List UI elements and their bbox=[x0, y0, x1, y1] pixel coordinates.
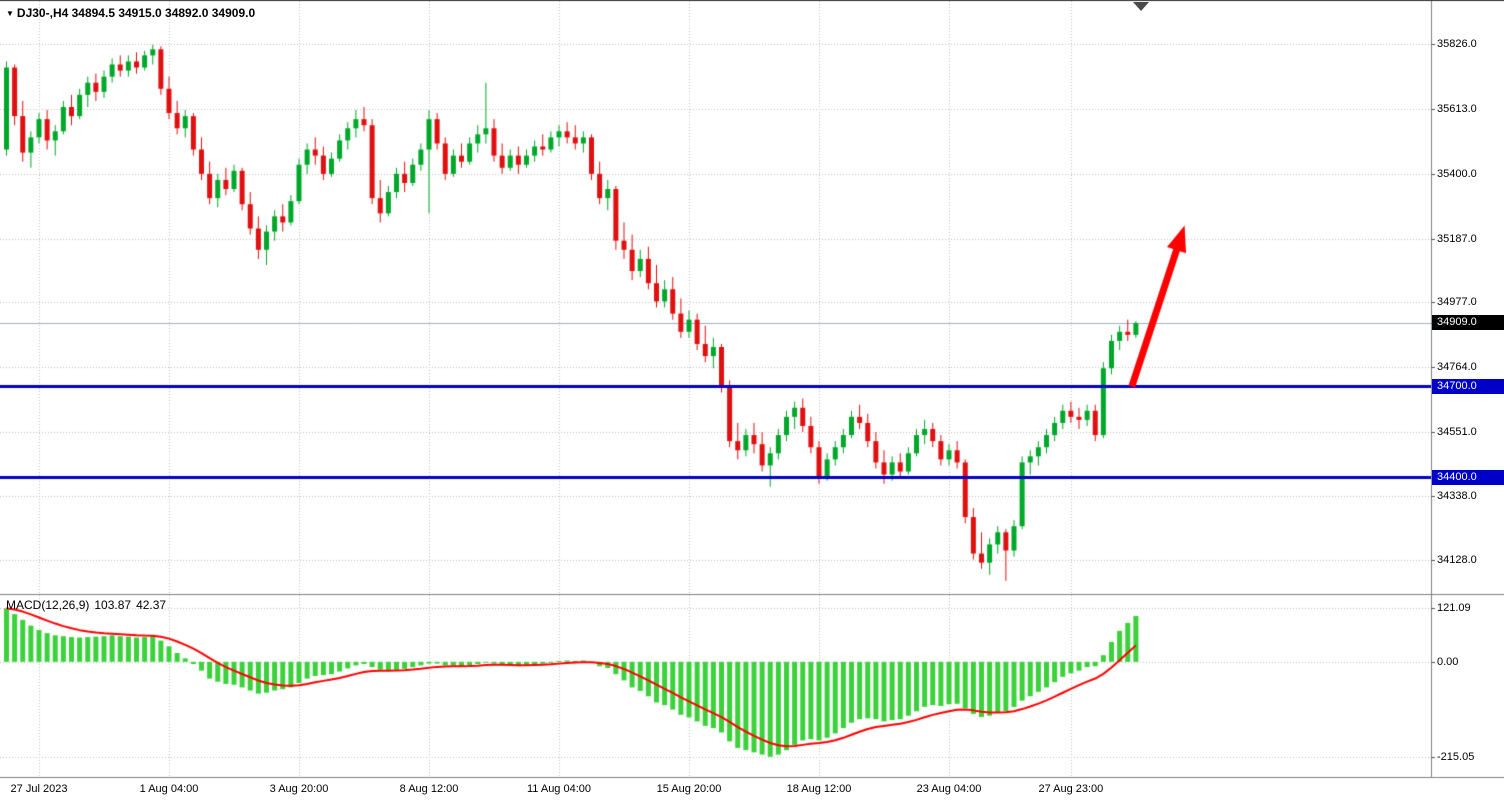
chart-window: ▼ DJ30-,H4 34894.5 34915.0 34892.0 34909.… bbox=[0, 0, 1504, 801]
chart-canvas[interactable] bbox=[0, 0, 1504, 801]
